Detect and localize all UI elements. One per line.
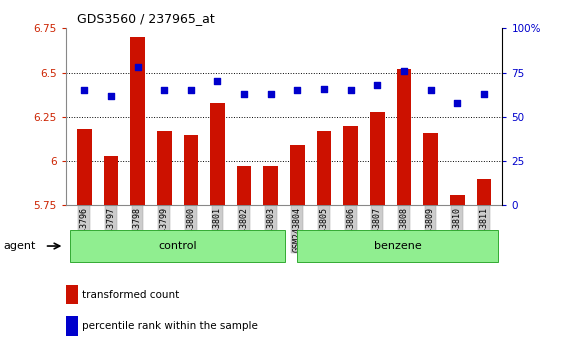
Bar — [237, 166, 251, 205]
Bar — [66, 316, 78, 336]
Point — [293, 87, 302, 93]
Bar — [183, 135, 198, 205]
Point — [373, 82, 382, 88]
Text: benzene: benzene — [374, 241, 422, 251]
FancyBboxPatch shape — [297, 230, 498, 262]
FancyBboxPatch shape — [70, 230, 286, 262]
Bar — [77, 129, 91, 205]
Text: transformed count: transformed count — [82, 290, 180, 299]
Point — [266, 91, 275, 97]
Point — [453, 100, 462, 105]
Bar — [343, 126, 358, 205]
Bar — [423, 133, 438, 205]
Bar — [370, 112, 385, 205]
Text: control: control — [158, 241, 197, 251]
Bar — [210, 103, 225, 205]
Point — [133, 64, 142, 70]
Bar — [66, 285, 78, 304]
Point — [106, 93, 115, 98]
Point — [426, 87, 435, 93]
Bar — [103, 156, 118, 205]
Point — [186, 87, 195, 93]
Bar — [263, 166, 278, 205]
Bar — [157, 131, 171, 205]
Point — [240, 91, 249, 97]
Bar — [450, 195, 465, 205]
Text: agent: agent — [3, 241, 35, 251]
Point — [479, 91, 488, 97]
Point — [399, 68, 408, 74]
Text: percentile rank within the sample: percentile rank within the sample — [82, 321, 258, 331]
Point — [319, 86, 328, 91]
Point — [213, 79, 222, 84]
Bar — [477, 179, 491, 205]
Point — [346, 87, 355, 93]
Bar — [317, 131, 331, 205]
Point — [160, 87, 169, 93]
Bar — [290, 145, 305, 205]
Bar — [397, 69, 411, 205]
Text: GDS3560 / 237965_at: GDS3560 / 237965_at — [77, 12, 215, 25]
Point — [80, 87, 89, 93]
Bar — [130, 37, 145, 205]
